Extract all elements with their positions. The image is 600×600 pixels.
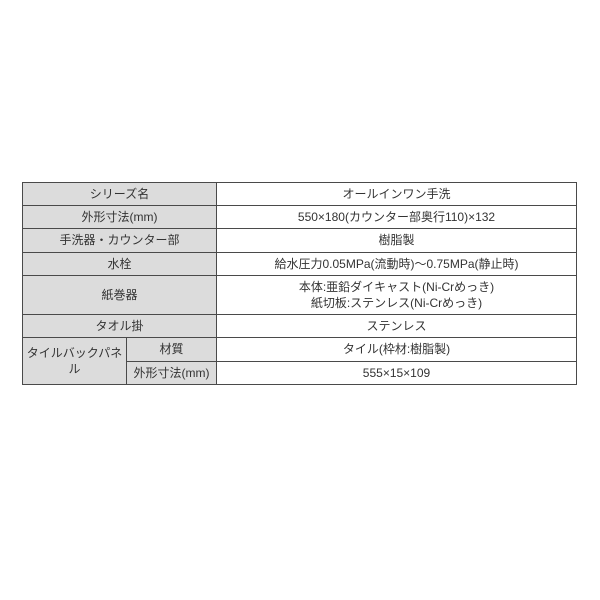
row-label: タオル掛 <box>23 315 217 338</box>
row-value: オールインワン手洗 <box>217 183 577 206</box>
table-row: 外形寸法(mm) 550×180(カウンター部奥行110)×132 <box>23 206 577 229</box>
sub-label: 材質 <box>127 338 217 361</box>
row-value: 給水圧力0.05MPa(流動時)～0.75MPa(静止時) <box>217 252 577 275</box>
table-row: 水栓 給水圧力0.05MPa(流動時)～0.75MPa(静止時) <box>23 252 577 275</box>
table-row: 紙巻器 本体:亜鉛ダイキャスト(Ni-Crめっき)紙切板:ステンレス(Ni-Cr… <box>23 275 577 314</box>
spec-table-container: シリーズ名 オールインワン手洗 外形寸法(mm) 550×180(カウンター部奥… <box>22 182 577 385</box>
row-value: 550×180(カウンター部奥行110)×132 <box>217 206 577 229</box>
table-row: シリーズ名 オールインワン手洗 <box>23 183 577 206</box>
row-label: 水栓 <box>23 252 217 275</box>
row-label: 手洗器・カウンター部 <box>23 229 217 252</box>
spec-table: シリーズ名 オールインワン手洗 外形寸法(mm) 550×180(カウンター部奥… <box>22 182 577 385</box>
table-row: 手洗器・カウンター部 樹脂製 <box>23 229 577 252</box>
table-row: タオル掛 ステンレス <box>23 315 577 338</box>
row-value: 本体:亜鉛ダイキャスト(Ni-Crめっき)紙切板:ステンレス(Ni-Crめっき) <box>217 275 577 314</box>
row-label: 紙巻器 <box>23 275 217 314</box>
group-label: タイルバックパネル <box>23 338 127 384</box>
table-row: タイルバックパネル 材質 タイル(枠材:樹脂製) <box>23 338 577 361</box>
sub-label: 外形寸法(mm) <box>127 361 217 384</box>
row-value: ステンレス <box>217 315 577 338</box>
row-label: 外形寸法(mm) <box>23 206 217 229</box>
row-label: シリーズ名 <box>23 183 217 206</box>
row-value: 樹脂製 <box>217 229 577 252</box>
row-value: タイル(枠材:樹脂製) <box>217 338 577 361</box>
row-value: 555×15×109 <box>217 361 577 384</box>
